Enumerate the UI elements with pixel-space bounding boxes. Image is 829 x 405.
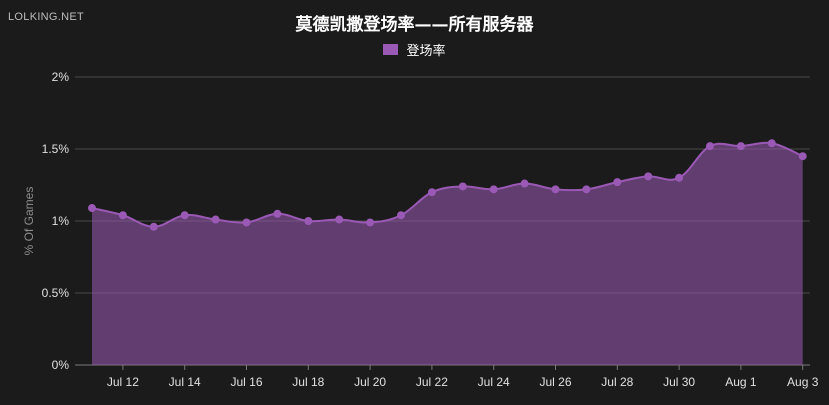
series-points	[88, 139, 807, 231]
x-tick-label: Aug 3	[787, 375, 819, 389]
y-axis-label: % Of Games	[22, 187, 36, 256]
data-point[interactable]	[366, 218, 375, 227]
legend-swatch	[383, 44, 399, 55]
data-point[interactable]	[675, 173, 684, 182]
data-point[interactable]	[736, 142, 745, 151]
legend-item[interactable]: 登场率	[0, 40, 829, 59]
legend-label: 登场率	[406, 44, 446, 59]
data-point[interactable]	[88, 204, 96, 213]
data-point[interactable]	[180, 211, 189, 220]
data-point[interactable]	[613, 178, 622, 187]
x-tick-label: Aug 1	[725, 375, 757, 389]
x-tick-label: Jul 20	[354, 375, 386, 389]
data-point[interactable]	[644, 172, 653, 181]
data-point[interactable]	[397, 211, 405, 220]
x-tick-label: Jul 18	[292, 375, 324, 389]
y-tick-label: 0%	[52, 358, 70, 372]
data-point[interactable]	[551, 185, 560, 194]
x-axis-tick-labels: Jul 12 Jul 14 Jul 16 Jul 18 Jul 20 Jul 22 Jul …	[107, 375, 819, 389]
data-point[interactable]	[242, 218, 251, 227]
x-axis-ticks	[122, 365, 804, 370]
x-tick-label: Jul 22	[416, 375, 448, 389]
data-point[interactable]	[706, 142, 714, 151]
x-tick-label: Jul 24	[478, 375, 510, 389]
y-tick-label: 1.5%	[42, 142, 70, 156]
data-point[interactable]	[335, 215, 344, 224]
data-point[interactable]	[211, 215, 220, 224]
x-tick-label: Jul 28	[601, 375, 633, 389]
y-tick-label: 0.5%	[42, 286, 70, 300]
data-point[interactable]	[304, 217, 313, 225]
data-point[interactable]	[582, 185, 591, 194]
data-point[interactable]	[798, 152, 807, 161]
y-tick-label: 2%	[52, 70, 70, 84]
x-tick-label: Jul 14	[169, 375, 201, 389]
data-point[interactable]	[520, 179, 529, 188]
data-point[interactable]	[118, 211, 127, 220]
data-point[interactable]	[489, 185, 498, 194]
series-area	[92, 142, 803, 365]
data-point[interactable]	[427, 188, 436, 197]
y-tick-label: 1%	[52, 214, 70, 228]
x-tick-label: Jul 12	[107, 375, 139, 389]
data-point[interactable]	[458, 182, 467, 191]
y-axis-tick-labels: 0% 0.5% 1% 1.5% 2%	[42, 70, 70, 372]
x-tick-label: Jul 26	[539, 375, 571, 389]
data-point[interactable]	[149, 222, 158, 231]
x-tick-label: Jul 16	[230, 375, 262, 389]
data-point[interactable]	[767, 139, 776, 148]
data-point[interactable]	[273, 209, 282, 218]
watermark: LOLKING.NET	[8, 11, 85, 23]
x-tick-label: Jul 30	[663, 375, 695, 389]
chart-title: 莫德凯撒登场率——所有服务器	[295, 15, 534, 35]
